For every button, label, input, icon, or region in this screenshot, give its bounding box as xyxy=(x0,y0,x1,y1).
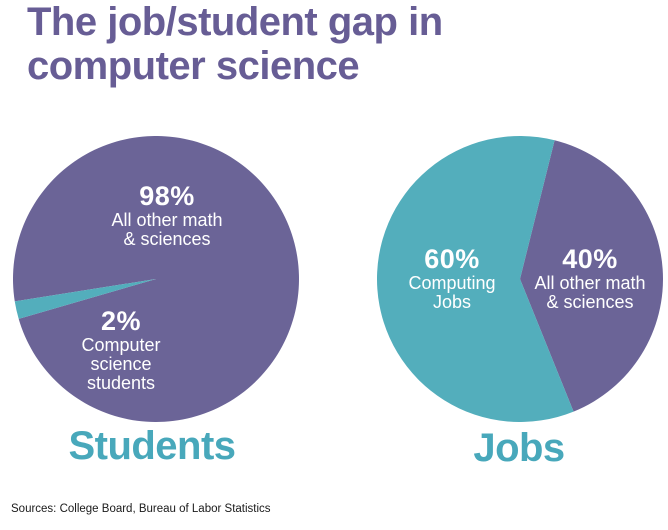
students-caption: Students xyxy=(68,424,236,468)
pie-slice-jobs-1 xyxy=(377,136,574,422)
jobs-pie-chart xyxy=(377,136,663,422)
page-title-line2: computer science xyxy=(27,44,360,88)
jobs-computing-line2: Jobs xyxy=(432,292,472,312)
jobs-caption: Jobs xyxy=(473,426,565,470)
page-title-line1: The job/student gap in xyxy=(27,0,443,44)
students-majority-value: 98% xyxy=(139,181,195,211)
jobs-computing-value: 60% xyxy=(424,244,480,274)
jobs-other-line2: & sciences xyxy=(546,292,634,312)
students-minority-line3: students xyxy=(86,373,156,393)
students-minority-line2: science xyxy=(90,354,152,374)
pie-slice-jobs-0 xyxy=(520,140,663,412)
jobs-computing-label: 60% Computing Jobs xyxy=(408,244,495,312)
page-title: The job/student gap in computer science xyxy=(27,0,443,88)
jobs-other-value: 40% xyxy=(562,244,618,274)
students-pie-chart xyxy=(13,136,299,422)
jobs-other-line1: All other math xyxy=(534,273,646,293)
sources-note: Sources: College Board, Bureau of Labor … xyxy=(11,503,271,515)
students-minority-line1: Computer xyxy=(81,335,161,355)
students-majority-label: 98% All other math & sciences xyxy=(111,181,222,249)
pie-slice-students-0 xyxy=(13,136,299,422)
students-minority-label: 2% Computer science students xyxy=(81,306,160,393)
students-majority-line1: All other math xyxy=(111,210,223,230)
students-minority-value: 2% xyxy=(100,306,142,336)
jobs-computing-line1: Computing xyxy=(408,273,496,293)
jobs-other-label: 40% All other math & sciences xyxy=(534,244,645,312)
pie-slice-students-1 xyxy=(14,279,157,319)
students-majority-line2: & sciences xyxy=(123,229,211,249)
